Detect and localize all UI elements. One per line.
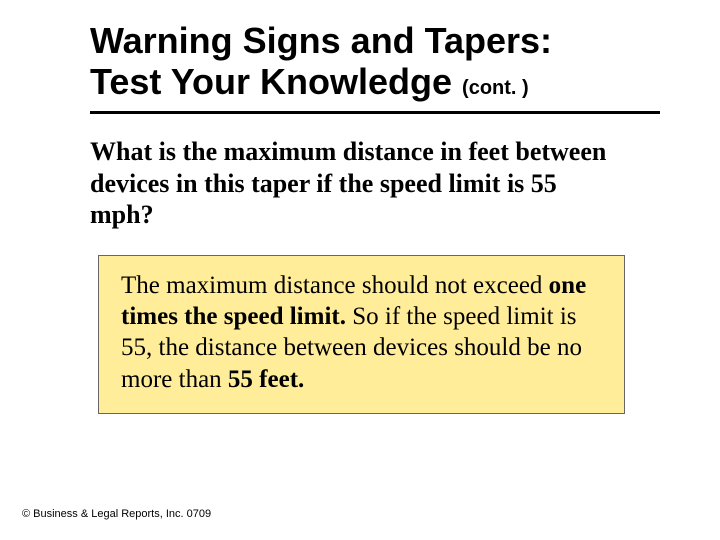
copyright-text: © Business & Legal Reports, Inc. 0709 — [22, 508, 211, 520]
title-line2: Test Your Knowledge (cont. ) — [90, 61, 660, 102]
answer-bold2: 55 feet. — [228, 366, 304, 393]
answer-box: The maximum distance should not exceed o… — [98, 255, 625, 414]
title-cont: (cont. ) — [462, 77, 529, 99]
title-line2-main: Test Your Knowledge — [90, 61, 462, 102]
slide-container: Warning Signs and Tapers: Test Your Know… — [0, 0, 720, 540]
title-line1: Warning Signs and Tapers: — [90, 20, 660, 61]
answer-text: The maximum distance should not exceed o… — [121, 270, 602, 395]
answer-pre: The maximum distance should not exceed — [121, 272, 549, 299]
question-text: What is the maximum distance in feet bet… — [90, 136, 620, 231]
title-block: Warning Signs and Tapers: Test Your Know… — [90, 20, 660, 114]
